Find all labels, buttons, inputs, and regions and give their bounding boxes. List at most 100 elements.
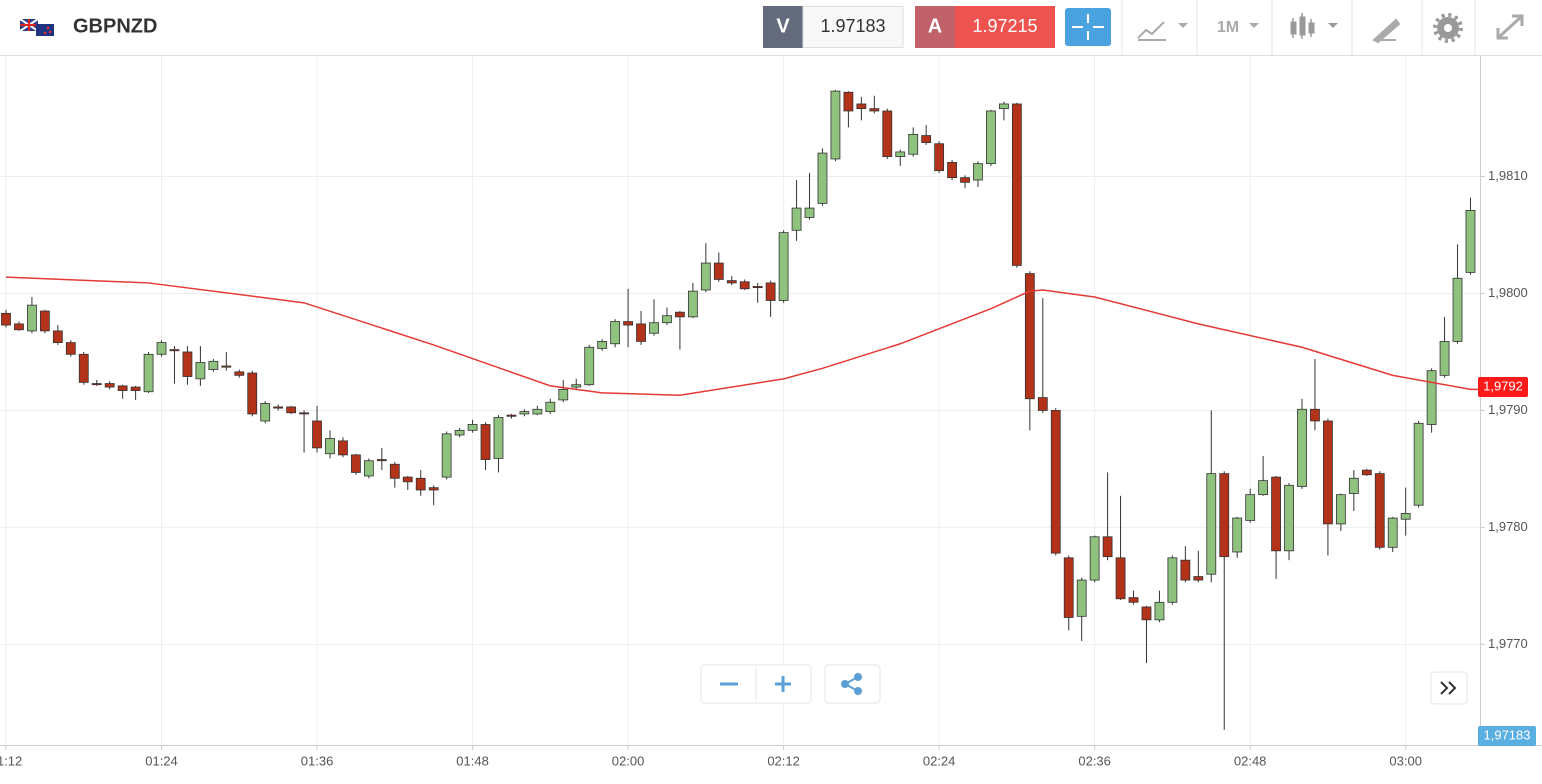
- candle-body: [687, 290, 698, 318]
- candle-body: [571, 384, 582, 388]
- candle-body: [441, 433, 452, 478]
- candle-body: [493, 417, 504, 459]
- share-button[interactable]: [824, 664, 881, 704]
- x-tick-label: 02:36: [1078, 753, 1111, 768]
- candle-body: [1465, 210, 1476, 273]
- candle-body: [752, 286, 763, 289]
- candle-body: [817, 152, 828, 204]
- candle-body: [247, 372, 258, 415]
- candle-body: [27, 304, 37, 332]
- candle-body: [804, 207, 815, 218]
- y-tick-label: 1,9770: [1488, 636, 1528, 651]
- settings-button[interactable]: [1433, 13, 1463, 43]
- x-tick-label: 01:36: [301, 753, 334, 768]
- candle-body: [1154, 601, 1165, 621]
- candle-body: [286, 406, 297, 414]
- candle-body: [428, 487, 439, 491]
- candle-body: [882, 110, 893, 158]
- fullscreen-button[interactable]: [1496, 14, 1524, 40]
- candle-body: [454, 429, 465, 436]
- candle-body: [415, 477, 426, 491]
- candle-body: [1128, 597, 1139, 603]
- candle-body: [558, 388, 569, 401]
- candle-body: [1050, 410, 1061, 554]
- ask-label: A: [928, 15, 942, 37]
- candle-body: [1206, 473, 1217, 575]
- candle-body: [1400, 512, 1411, 520]
- candle-body: [1219, 473, 1230, 558]
- timeframe-caret: [1249, 23, 1259, 28]
- candle-body: [1011, 103, 1022, 266]
- candle-body: [636, 323, 646, 342]
- candle-body: [506, 414, 517, 417]
- candle-body: [143, 353, 154, 393]
- candle-body: [104, 383, 115, 388]
- candle-body: [78, 353, 89, 383]
- candle-body: [999, 103, 1009, 110]
- candle-body: [52, 330, 63, 343]
- ma-tag: [1478, 377, 1528, 398]
- candle-body: [973, 163, 983, 181]
- y-tick-label: 1,9790: [1488, 402, 1528, 417]
- candle-body: [1, 312, 11, 326]
- ask-button[interactable]: [915, 6, 955, 48]
- x-tick-label: 02:00: [612, 753, 645, 768]
- candle-body: [1180, 559, 1191, 581]
- candle-body: [338, 440, 348, 456]
- candle-body: [1063, 557, 1074, 618]
- ask-price: 1.97215: [972, 16, 1037, 36]
- candle-body: [623, 321, 633, 326]
- timeframe[interactable]: 1M: [1217, 19, 1239, 36]
- candle-body: [402, 476, 413, 483]
- candle-style-button[interactable]: [1290, 13, 1338, 39]
- candle-body: [234, 371, 245, 376]
- bid-button[interactable]: [763, 6, 803, 48]
- candle-body: [325, 438, 335, 455]
- last-price-tag: [1478, 726, 1536, 746]
- candle-body: [156, 342, 167, 355]
- chart-type-button[interactable]: [1137, 21, 1188, 41]
- candle-body: [649, 322, 659, 334]
- candle-body: [597, 341, 608, 349]
- candle-body: [1387, 517, 1398, 548]
- x-tick-label: 03:00: [1389, 753, 1422, 768]
- candle-body: [363, 460, 374, 477]
- candle-body: [843, 91, 854, 112]
- candle-body: [545, 401, 556, 413]
- candle-body: [1413, 422, 1424, 506]
- y-tick-label: 1,9800: [1488, 285, 1528, 300]
- candle-body: [195, 362, 206, 380]
- zoom-in[interactable]: [775, 676, 791, 692]
- candle-body: [584, 346, 595, 386]
- candle-body: [1245, 494, 1256, 521]
- candle-body: [908, 133, 919, 155]
- candle-body: [1089, 536, 1100, 581]
- bid-label: V: [776, 15, 790, 37]
- bid-box[interactable]: [802, 6, 904, 48]
- candle-body: [39, 310, 50, 332]
- candle-body: [739, 281, 750, 290]
- candle-body: [713, 262, 724, 280]
- candle-body: [480, 424, 491, 460]
- candle-body: [1141, 606, 1152, 621]
- candle-body: [1284, 484, 1294, 552]
- candle-body: [1076, 579, 1087, 617]
- candle-body: [351, 454, 361, 473]
- candle-body: [986, 110, 996, 165]
- candle-body: [1361, 469, 1372, 476]
- scroll-right-button[interactable]: [1430, 671, 1468, 705]
- last-price-label: 1,97183: [1484, 727, 1531, 742]
- y-tick-label: 1,9780: [1488, 519, 1528, 534]
- candle-body: [856, 103, 867, 110]
- candle-body: [921, 135, 932, 143]
- candle-body: [1193, 576, 1204, 581]
- candle-body: [1439, 341, 1450, 376]
- candle-body: [14, 323, 24, 331]
- zoom-controls: [700, 664, 881, 704]
- separators: [1121, 0, 1476, 55]
- crosshair-button[interactable]: [1065, 8, 1111, 46]
- ask-box[interactable]: [955, 6, 1055, 48]
- x-tick-label: 01:12: [0, 753, 22, 768]
- drawing-button[interactable]: [1372, 18, 1401, 44]
